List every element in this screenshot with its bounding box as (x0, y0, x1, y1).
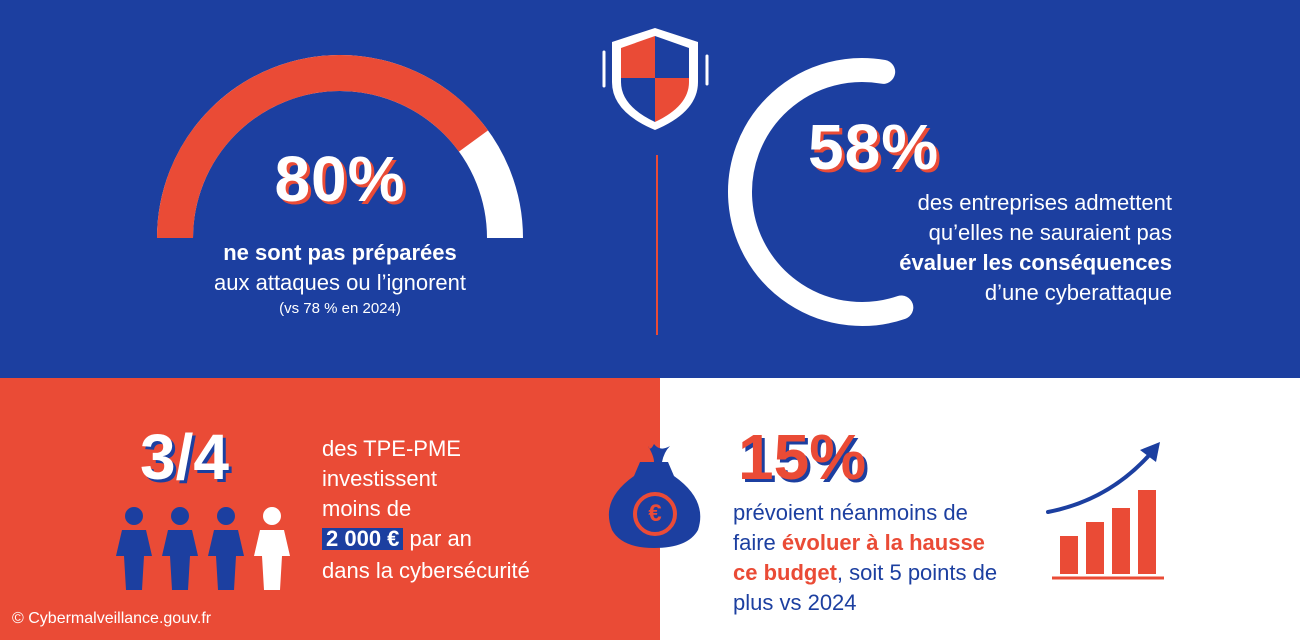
stat-34-line2: investissent (322, 466, 437, 491)
stat-58-line4: d’une cyberattaque (984, 280, 1172, 305)
stat-34-line3: moins de (322, 496, 412, 521)
stat-80-line1: ne sont pas préparées (223, 240, 457, 265)
ring-58 (728, 58, 914, 326)
stat-15-line4: plus vs 2024 (733, 590, 857, 615)
stat-15-line3: ce budget, soit 5 points de (733, 560, 997, 586)
stat-15-line3-rest: , soit 5 points de (836, 560, 998, 585)
stat-15-line2-start: faire (733, 530, 782, 555)
person-icon-highlighted (208, 507, 244, 590)
stat-80-line2: aux attaques ou l’ignorent (214, 270, 466, 295)
gauge-80 (157, 55, 523, 239)
stat-34-line1: des TPE-PME (322, 436, 461, 461)
stat-58-line2: qu’elles ne sauraient pas (928, 220, 1172, 245)
stat-34-line4: 2 000 € par an (322, 528, 472, 550)
person-icon-highlighted (116, 507, 152, 590)
stat-80-value: 80% (274, 143, 406, 215)
stat-34-line4-rest: par an (409, 526, 472, 551)
stat-34-line5: dans la cybersécurité (322, 558, 530, 583)
amount-highlight: 2 000 € (322, 528, 404, 550)
stat-15-line1: prévoient néanmoins de (733, 500, 968, 525)
bottom-left-panel (0, 378, 660, 640)
people-icons (116, 507, 290, 590)
stat-58-line1: des entreprises admettent (917, 190, 1172, 215)
stat-58-value: 58% (808, 111, 940, 183)
stat-80-line3: (vs 78 % en 2024) (279, 300, 401, 317)
person-icon (254, 507, 290, 590)
stat-34-value: 3/4 (140, 421, 229, 493)
credit-text: © Cybermalveillance.gouv.fr (12, 610, 212, 627)
money-bag-icon (608, 444, 701, 548)
growth-chart-icon (1046, 442, 1164, 580)
stat-15-line2-bold: évoluer à la hausse (781, 530, 985, 555)
stat-58-line3: évaluer les conséquences (899, 250, 1172, 275)
bottom-right-panel (660, 378, 1300, 640)
gauge-fill (157, 55, 489, 239)
stat-15-line3-bold: ce budget (733, 560, 837, 585)
euro-symbol: € (648, 500, 662, 527)
stat-15-value: 15% (738, 421, 867, 493)
stat-15-line2: faire évoluer à la hausse (733, 530, 985, 556)
shield-icon (602, 28, 709, 130)
person-icon-highlighted (162, 507, 198, 590)
